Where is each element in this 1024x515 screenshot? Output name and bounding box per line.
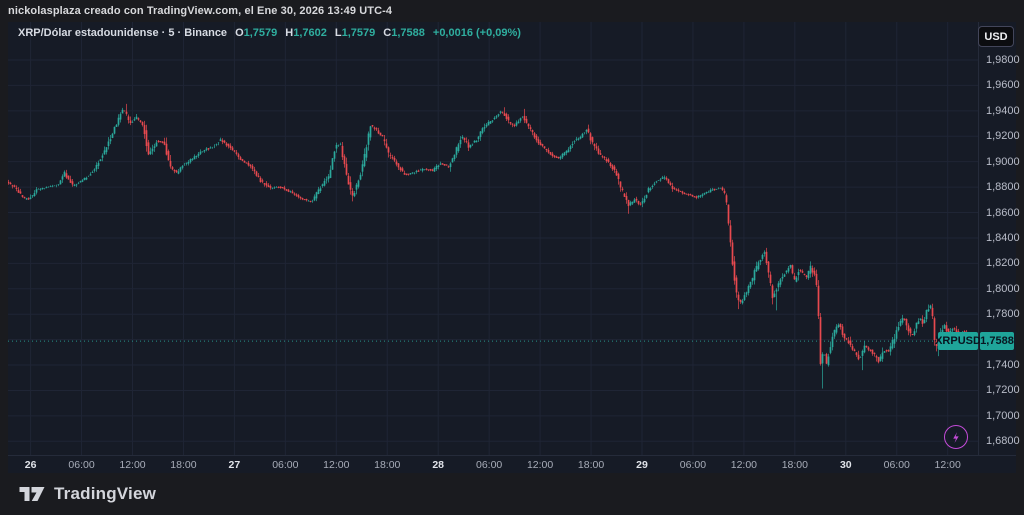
time-tick-label: 18:00 (781, 459, 808, 471)
price-tick-label: 1,7800 (986, 308, 1020, 321)
attribution-text: nickolasplaza creado con TradingView.com… (8, 5, 393, 17)
time-tick-day: 30 (839, 459, 852, 471)
open-value: 1,7579 (243, 27, 278, 39)
time-tick-day: 29 (636, 459, 648, 471)
symbol-badge: XRPUSD (935, 332, 981, 351)
currency-toggle-button[interactable]: USD (978, 26, 1014, 47)
price-tick-label: 1,8000 (986, 282, 1020, 295)
time-tick-day: 28 (432, 459, 445, 471)
price-tick-label: 1,9800 (986, 54, 1020, 66)
time-tick-label: 12:00 (323, 459, 350, 471)
tradingview-logo-text[interactable]: TradingView (54, 484, 157, 503)
time-axis[interactable]: 26 06:00 12:00 18:00 27 06:00 12:00 18:00 28 06:0… (8, 455, 1016, 473)
time-tick-label: 12:00 (526, 459, 554, 471)
price-tick-label: 1,8200 (986, 257, 1020, 270)
time-tick-label: 06:00 (883, 459, 910, 471)
high-letter: H (285, 27, 294, 39)
price-tick-label: 1,7200 (986, 384, 1020, 397)
close-value: 1,7588 (391, 27, 425, 39)
time-tick-label: 12:00 (934, 459, 961, 471)
price-tick-label: 1,8600 (986, 206, 1020, 219)
time-tick-label: 12:00 (730, 459, 758, 471)
last-price-badge: 1,7588 (980, 332, 1014, 351)
ohlc-open: O1,7579 (235, 27, 277, 39)
ohlc-high: H1,7602 (285, 27, 327, 39)
low-letter: L (334, 27, 342, 39)
candlestick-chart[interactable] (8, 22, 978, 455)
lightning-icon (952, 431, 959, 443)
footer: TradingView (0, 473, 1024, 515)
high-value: 1,7602 (293, 27, 327, 39)
attribution-bar: nickolasplaza creado con TradingView.com… (0, 0, 1024, 22)
price-tick-label: 1,8400 (986, 231, 1020, 244)
time-tick-label: 18:00 (374, 459, 401, 471)
ohlc-close: C1,7588 (383, 27, 425, 39)
tradingview-logo-icon[interactable] (19, 484, 46, 504)
price-tick-label: 1,7400 (986, 359, 1020, 372)
chart-panel: XRP/Dólar estadounidense · 5 · Binance O… (8, 22, 1020, 473)
price-tick-label: 1,9200 (986, 130, 1020, 143)
symbol-title[interactable]: XRP/Dólar estadounidense · 5 · Binance (18, 27, 228, 39)
price-tick-label: 1,9600 (986, 79, 1020, 92)
price-tick-label: 1,7000 (986, 409, 1020, 422)
time-tick-label: 06:00 (679, 459, 707, 471)
time-tick-label: 12:00 (119, 459, 146, 471)
open-letter: O (235, 27, 244, 39)
price-tick-label: 1,8800 (986, 181, 1020, 194)
price-axis[interactable]: 1,9800 1,9600 1,9400 1,9200 1,9000 1,8800 1,86… (978, 22, 1020, 455)
price-tick-label: 1,6800 (986, 435, 1020, 448)
time-tick-label: 06:00 (68, 459, 95, 471)
price-tick-label: 1,9000 (986, 155, 1020, 168)
grid (8, 22, 978, 455)
time-tick-label: 18:00 (577, 459, 605, 471)
candles (8, 103, 978, 389)
close-letter: C (383, 27, 392, 39)
lightning-button[interactable] (944, 425, 968, 449)
ohlc-low: L1,7579 (335, 27, 375, 39)
time-tick-label: 06:00 (476, 459, 503, 471)
time-tick-day: 26 (24, 459, 37, 471)
time-tick-label: 06:00 (272, 459, 299, 471)
price-tick-label: 1,9400 (986, 104, 1020, 117)
chart-legend: XRP/Dólar estadounidense · 5 · Binance O… (18, 27, 521, 39)
time-tick-day: 27 (228, 459, 241, 471)
time-tick-label: 18:00 (170, 459, 197, 471)
low-value: 1,7579 (341, 27, 376, 39)
price-change: +0,0016 (+0,09%) (432, 27, 521, 39)
